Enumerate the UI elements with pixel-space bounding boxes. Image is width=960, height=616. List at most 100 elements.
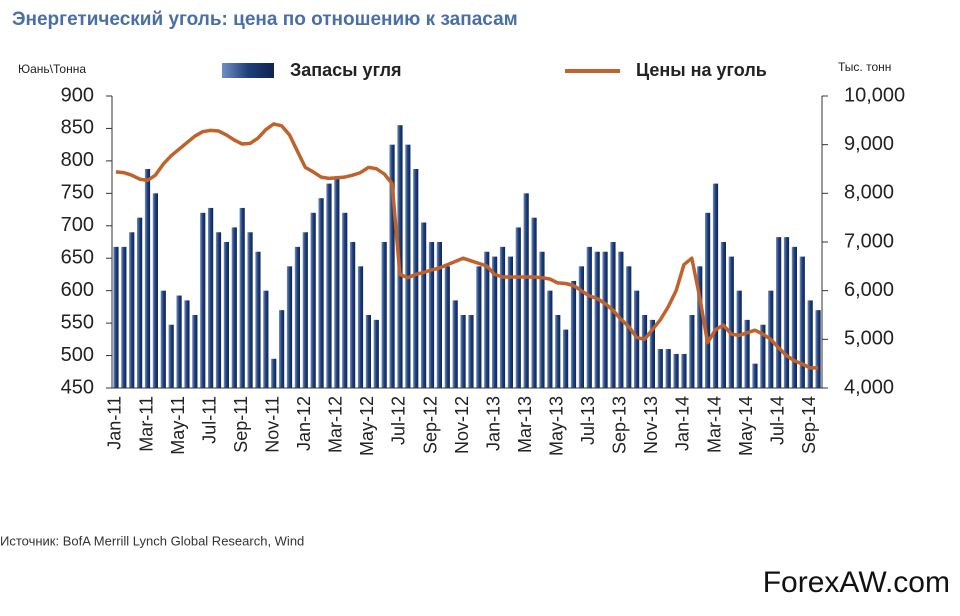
bar — [783, 237, 790, 388]
bar — [176, 295, 182, 388]
x-tick-label: Jan-13 — [483, 396, 503, 451]
bar — [184, 300, 190, 388]
x-tick-label: Jul-13 — [578, 396, 598, 445]
y-tick-label: 800 — [61, 149, 94, 171]
bar — [444, 266, 450, 388]
source-note: Источник: BofA Merrill Lynch Global Rese… — [0, 533, 304, 548]
legend-label: Запасы угля — [290, 60, 402, 80]
bar — [760, 324, 766, 388]
x-tick-label: May-12 — [357, 396, 377, 456]
bar — [665, 349, 671, 388]
bar — [302, 232, 308, 388]
x-tick-label: Sep-12 — [420, 396, 440, 454]
bar — [563, 329, 569, 388]
bar — [697, 266, 703, 388]
bar — [705, 212, 711, 388]
bar — [223, 242, 229, 388]
bar — [452, 300, 458, 388]
bar — [547, 290, 553, 388]
bar — [531, 217, 537, 388]
bar — [263, 290, 269, 388]
y-tick-label: 450 — [61, 376, 94, 398]
bar — [247, 232, 253, 388]
bar — [468, 315, 474, 388]
y2-tick-label: 7,000 — [844, 230, 894, 252]
bar — [720, 242, 726, 388]
x-tick-label: Jul-14 — [767, 396, 787, 445]
x-tick-label: Jan-11 — [105, 396, 125, 450]
bar — [523, 193, 529, 388]
price-line — [115, 122, 819, 370]
bar — [484, 251, 490, 388]
bar — [231, 227, 237, 388]
bar — [357, 266, 364, 388]
x-tick-label: Mar-11 — [136, 396, 156, 452]
bar — [421, 222, 427, 388]
x-tick-label: Nov-12 — [452, 396, 472, 454]
x-tick-label: Mar-13 — [515, 396, 535, 453]
bar — [752, 363, 758, 388]
x-tick-label: Jan-12 — [294, 396, 314, 451]
y-axis-label: Юань\Тонна — [18, 62, 86, 76]
bar — [318, 198, 324, 388]
bar — [413, 169, 419, 388]
bar — [208, 207, 214, 388]
bar — [776, 237, 782, 388]
legend-swatch-bars — [222, 63, 274, 78]
y-tick-label: 500 — [61, 344, 94, 366]
bar — [334, 178, 340, 388]
y-tick-label: 700 — [61, 214, 94, 236]
chart-title: Энергетический уголь: цена по отношению … — [12, 9, 518, 30]
bar — [791, 246, 797, 388]
x-tick-label: Jan-14 — [673, 396, 693, 451]
bar — [215, 232, 222, 388]
bar — [294, 246, 300, 388]
y2-tick-label: 5,000 — [844, 328, 894, 350]
y-tick-label: 650 — [61, 247, 94, 269]
bar — [681, 353, 687, 388]
x-tick-label: Sep-14 — [799, 396, 819, 454]
bar — [129, 232, 135, 388]
bar — [381, 242, 387, 388]
y2-axis-label: Тыс. тонн — [838, 60, 891, 74]
bar — [649, 319, 655, 388]
bar — [673, 353, 679, 388]
bar — [152, 193, 158, 388]
x-tick-label: Nov-11 — [262, 396, 282, 453]
bar — [310, 212, 316, 388]
bar — [121, 246, 127, 388]
y2-tick-label: 8,000 — [844, 182, 894, 204]
watermark: ForexAW.com — [763, 566, 950, 599]
bar — [239, 207, 245, 388]
x-tick-label: May-11 — [168, 396, 188, 455]
x-tick-label: Jul-12 — [389, 396, 409, 445]
y-tick-label: 750 — [61, 182, 94, 204]
bar — [634, 290, 640, 388]
bar — [113, 246, 119, 388]
bar — [689, 315, 695, 388]
x-tick-label: Sep-13 — [610, 396, 630, 454]
bar — [657, 349, 663, 388]
y2-tick-label: 9,000 — [844, 133, 894, 155]
x-tick-label: Sep-11 — [231, 396, 251, 453]
bar — [365, 315, 371, 388]
bar — [460, 315, 466, 388]
bar — [515, 227, 521, 388]
bar — [610, 242, 616, 388]
bar — [286, 266, 293, 388]
bar — [326, 183, 332, 388]
y-tick-label: 900 — [61, 84, 94, 106]
bar — [807, 300, 813, 388]
bar — [799, 256, 805, 388]
bar — [389, 144, 395, 388]
y-tick-label: 550 — [61, 311, 94, 333]
bar — [279, 310, 285, 388]
bar — [602, 251, 608, 388]
bar — [342, 212, 348, 388]
bar — [555, 315, 561, 388]
bar — [160, 290, 166, 388]
bar — [405, 144, 411, 388]
bar — [271, 358, 277, 388]
bar — [168, 324, 174, 388]
bar — [476, 266, 482, 388]
